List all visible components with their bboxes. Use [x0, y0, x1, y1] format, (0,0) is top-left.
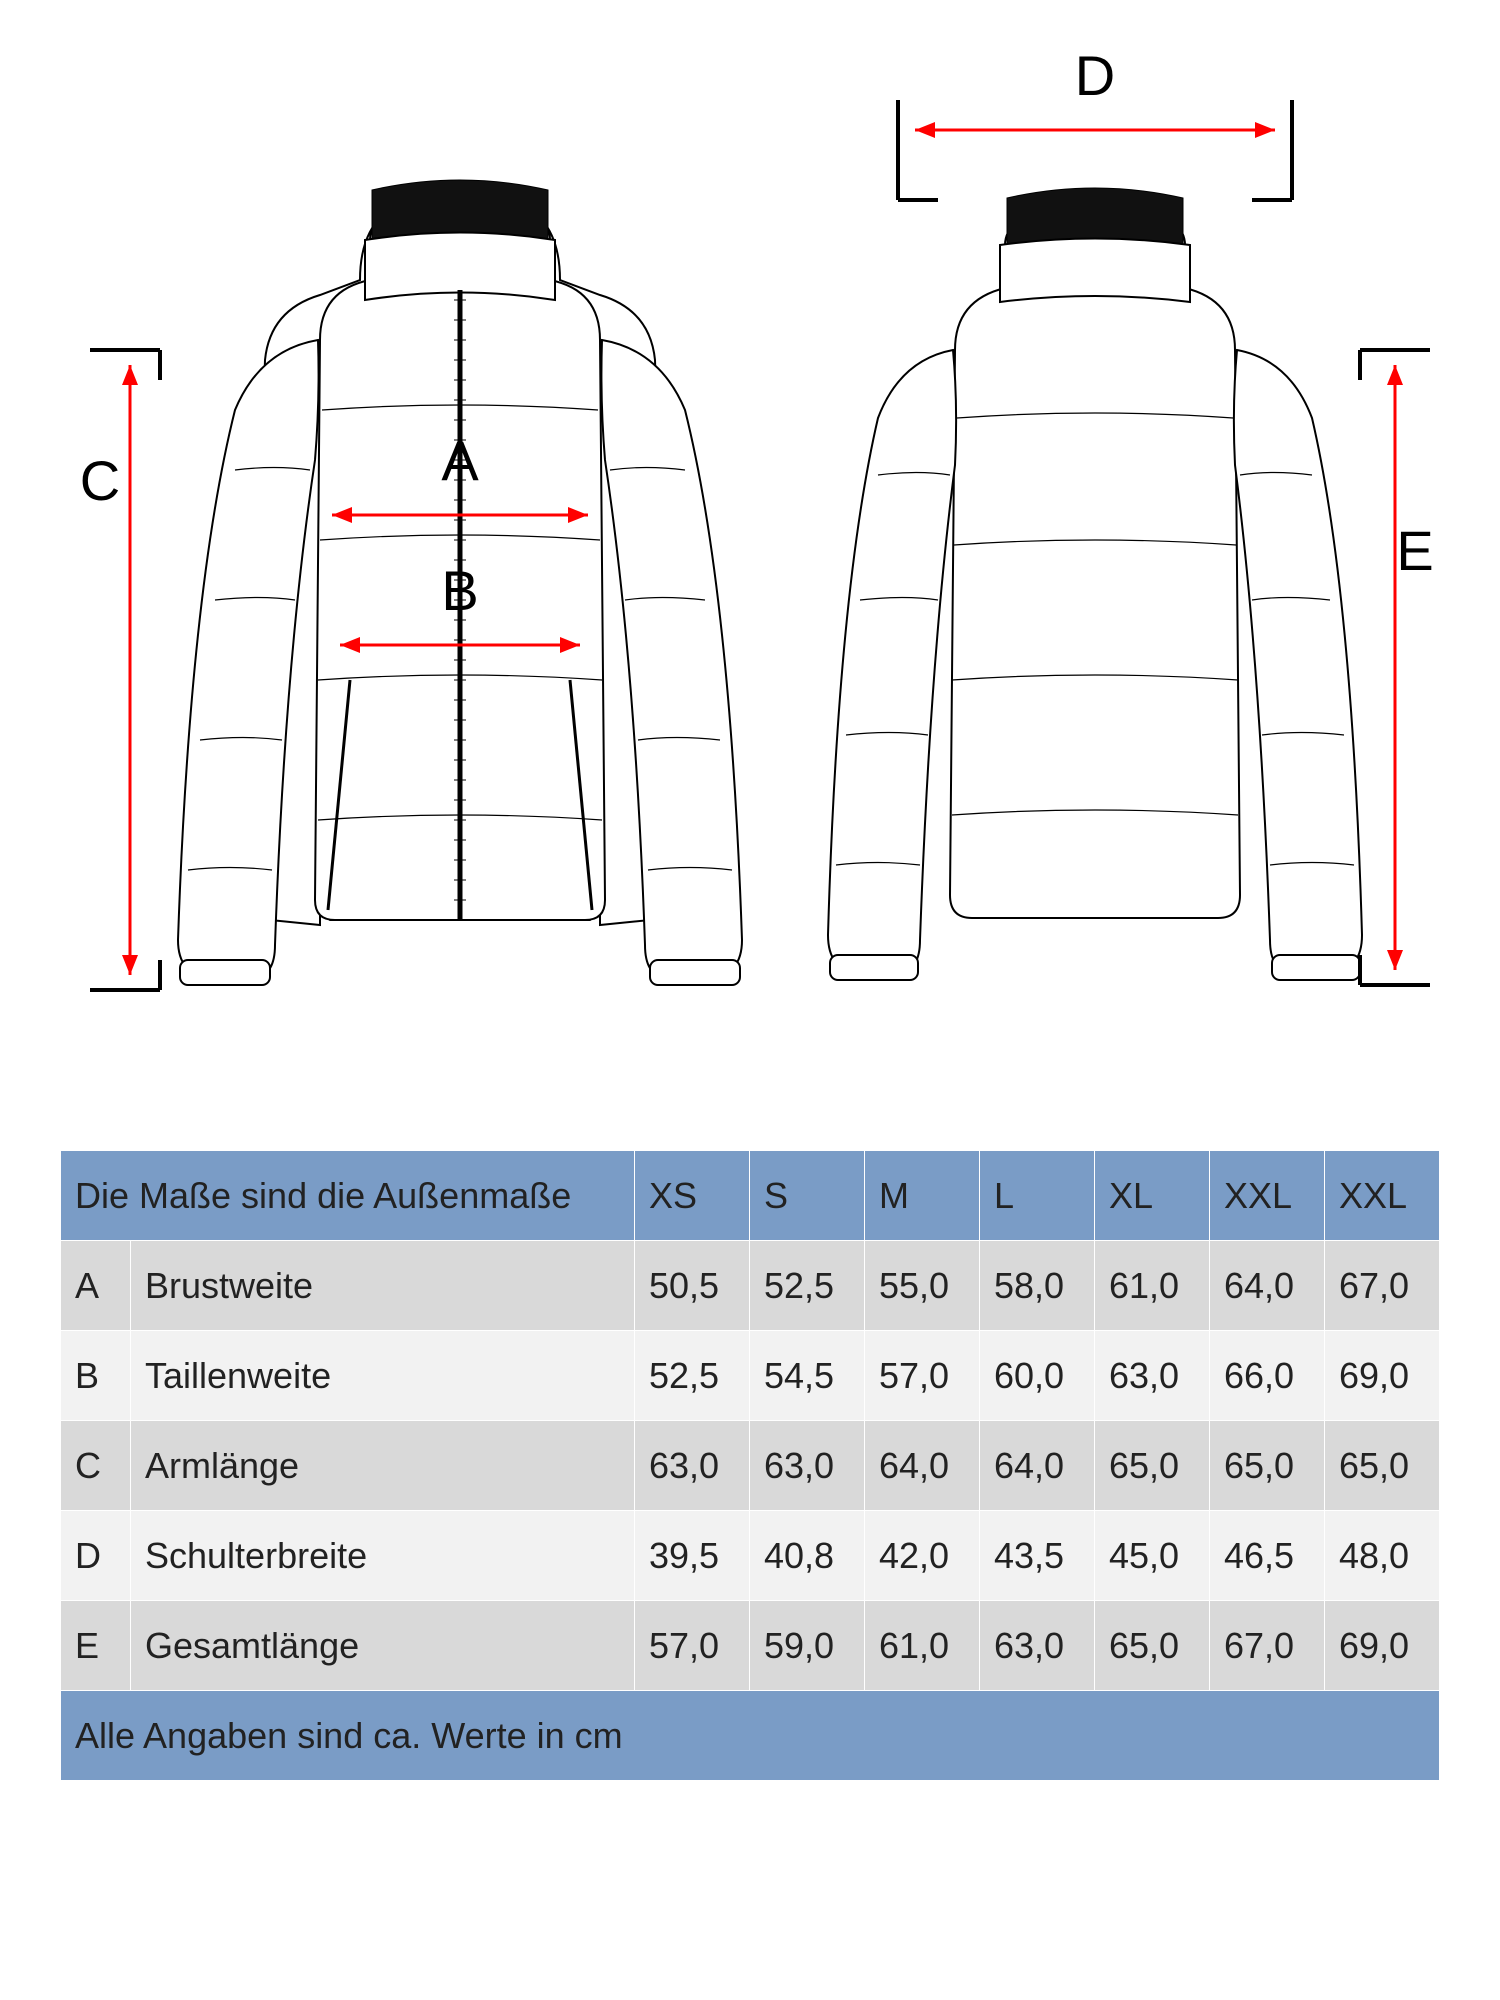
row-value: 52,5	[635, 1331, 750, 1421]
label-e: E	[1396, 519, 1433, 582]
row-value: 42,0	[865, 1511, 980, 1601]
row-code: D	[61, 1511, 131, 1601]
row-value: 63,0	[635, 1421, 750, 1511]
row-value: 61,0	[865, 1601, 980, 1691]
size-col: S	[750, 1151, 865, 1241]
row-value: 69,0	[1325, 1601, 1440, 1691]
size-col: L	[980, 1151, 1095, 1241]
d-guide-right	[1252, 100, 1292, 200]
table-footer: Alle Angaben sind ca. Werte in cm	[61, 1691, 1440, 1781]
row-value: 58,0	[980, 1241, 1095, 1331]
row-value: 66,0	[1210, 1331, 1325, 1421]
size-col: XXL	[1325, 1151, 1440, 1241]
row-label: Taillenweite	[131, 1331, 635, 1421]
row-value: 52,5	[750, 1241, 865, 1331]
row-value: 46,5	[1210, 1511, 1325, 1601]
row-code: E	[61, 1601, 131, 1691]
row-value: 64,0	[980, 1421, 1095, 1511]
c-guide-bottom	[90, 960, 160, 990]
row-value: 64,0	[865, 1421, 980, 1511]
label-d: D	[1075, 44, 1115, 107]
table-body: ABrustweite50,552,555,058,061,064,067,0B…	[61, 1241, 1440, 1691]
row-value: 61,0	[1095, 1241, 1210, 1331]
row-value: 57,0	[635, 1601, 750, 1691]
row-value: 63,0	[750, 1421, 865, 1511]
row-code: A	[61, 1241, 131, 1331]
table-header-label: Die Maße sind die Außenmaße	[61, 1151, 635, 1241]
row-value: 50,5	[635, 1241, 750, 1331]
table-row: CArmlänge63,063,064,064,065,065,065,0	[61, 1421, 1440, 1511]
measurement-diagram: D	[60, 40, 1440, 1090]
table-row: DSchulterbreite39,540,842,043,545,046,54…	[61, 1511, 1440, 1601]
row-value: 43,5	[980, 1511, 1095, 1601]
label-c: C	[80, 449, 120, 512]
row-value: 65,0	[1095, 1421, 1210, 1511]
row-value: 65,0	[1325, 1421, 1440, 1511]
row-value: 67,0	[1325, 1241, 1440, 1331]
row-value: 39,5	[635, 1511, 750, 1601]
row-value: 40,8	[750, 1511, 865, 1601]
row-label: Schulterbreite	[131, 1511, 635, 1601]
row-value: 60,0	[980, 1331, 1095, 1421]
row-label: Gesamtlänge	[131, 1601, 635, 1691]
row-value: 69,0	[1325, 1331, 1440, 1421]
table-row: BTaillenweite52,554,557,060,063,066,069,…	[61, 1331, 1440, 1421]
size-col: XXL	[1210, 1151, 1325, 1241]
row-label: Brustweite	[131, 1241, 635, 1331]
table-footer-row: Alle Angaben sind ca. Werte in cm	[61, 1691, 1440, 1781]
table-row: ABrustweite50,552,555,058,061,064,067,0	[61, 1241, 1440, 1331]
row-value: 45,0	[1095, 1511, 1210, 1601]
table-row: EGesamtlänge57,059,061,063,065,067,069,0	[61, 1601, 1440, 1691]
size-col: XL	[1095, 1151, 1210, 1241]
row-value: 64,0	[1210, 1241, 1325, 1331]
d-guide-left	[898, 100, 938, 200]
row-value: 55,0	[865, 1241, 980, 1331]
row-value: 63,0	[980, 1601, 1095, 1691]
size-table: Die Maße sind die AußenmaßeXSSMLXLXXLXXL…	[60, 1150, 1440, 1781]
jacket-back	[828, 188, 1362, 980]
table-header: Die Maße sind die AußenmaßeXSSMLXLXXLXXL	[61, 1151, 1440, 1241]
row-code: B	[61, 1331, 131, 1421]
size-col: XS	[635, 1151, 750, 1241]
row-value: 65,0	[1210, 1421, 1325, 1511]
row-value: 67,0	[1210, 1601, 1325, 1691]
row-value: 54,5	[750, 1331, 865, 1421]
row-value: 63,0	[1095, 1331, 1210, 1421]
row-value: 57,0	[865, 1331, 980, 1421]
c-guide-top	[90, 350, 160, 380]
row-value: 59,0	[750, 1601, 865, 1691]
size-col: M	[865, 1151, 980, 1241]
row-code: C	[61, 1421, 131, 1511]
label-a: A	[441, 429, 479, 492]
row-value: 48,0	[1325, 1511, 1440, 1601]
row-label: Armlänge	[131, 1421, 635, 1511]
label-b: B	[441, 559, 478, 622]
row-value: 65,0	[1095, 1601, 1210, 1691]
